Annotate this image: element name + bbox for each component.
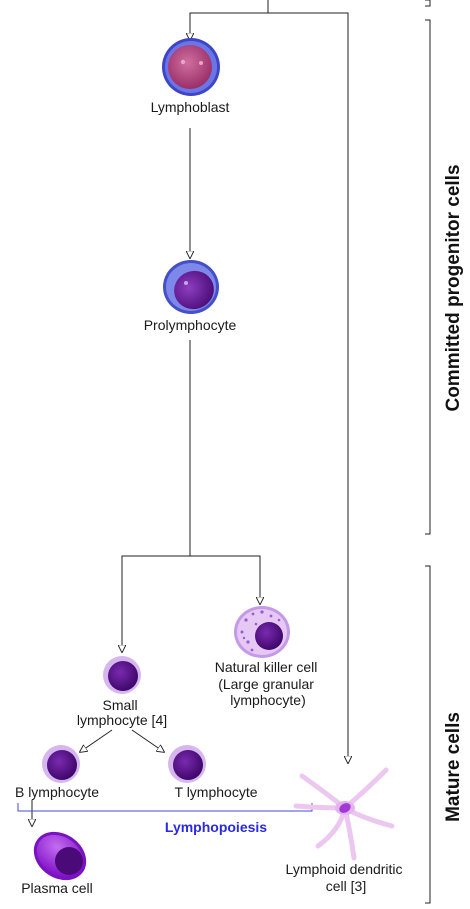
prolymphocyte-label: Prolymphocyte xyxy=(144,317,237,333)
group-brackets xyxy=(425,0,431,904)
t-lymphocyte-cell xyxy=(168,745,206,783)
committed-progenitor-label: Committed progenitor cells xyxy=(443,164,464,411)
mature-cells-label: Mature cells xyxy=(443,712,464,822)
plasma-cell xyxy=(33,831,87,881)
b-lymphocyte-cell xyxy=(42,745,80,783)
nk-cell xyxy=(234,606,290,658)
nk-cell-label: Natural killer cell (Large granular lymp… xyxy=(215,659,322,708)
plasma-cell-label: Plasma cell xyxy=(21,880,93,896)
b-lymphocyte-label: B lymphocyte xyxy=(15,784,99,800)
lymphoblast-label: Lymphoblast xyxy=(151,99,230,115)
small-lymphocyte-cell xyxy=(103,656,141,694)
dendritic-cell xyxy=(293,767,395,861)
connector-lines xyxy=(32,0,348,826)
lymphopoiesis-bracket xyxy=(17,803,313,812)
dendritic-cell-label: Lymphoid dendritic cell [3] xyxy=(286,861,407,894)
small-lymphocyte-label: Small lymphocyte [4] xyxy=(77,697,167,728)
prolymphocyte-cell xyxy=(163,260,219,314)
lymphopoiesis-label: Lymphopoiesis xyxy=(165,819,267,835)
lymphoblast-cell xyxy=(162,38,220,96)
t-lymphocyte-label: T lymphocyte xyxy=(175,784,258,800)
